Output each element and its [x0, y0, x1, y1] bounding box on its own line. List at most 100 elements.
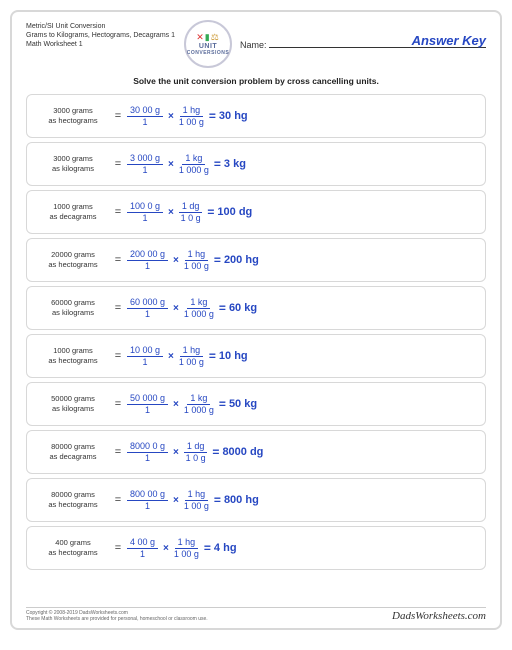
equals-sign: =: [111, 302, 125, 314]
result: =800 hg: [214, 493, 259, 507]
header: Metric/SI Unit Conversion Grams to Kilog…: [26, 22, 486, 68]
calculation: 200 00 g1 × 1 hg1 00 g =200 hg: [125, 250, 477, 271]
calculation: 4 00 g1 × 1 hg1 00 g =4 hg: [125, 538, 477, 559]
fraction-1: 3 000 g1: [127, 154, 163, 175]
result: =3 kg: [214, 157, 246, 171]
calculation: 30 00 g1 × 1 hg1 00 g =30 hg: [125, 106, 477, 127]
calculation: 800 00 g1 × 1 hg1 00 g =800 hg: [125, 490, 477, 511]
calculation: 3 000 g1 × 1 kg1 000 g =3 kg: [125, 154, 477, 175]
multiply-sign: ×: [168, 351, 174, 362]
multiply-sign: ×: [173, 255, 179, 266]
answer-key: Answer Key: [412, 33, 486, 48]
problem-row: 3000 gramsas kilograms=3 000 g1 × 1 kg1 00…: [26, 142, 486, 186]
problem-row: 60000 gramsas kilograms=60 000 g1 × 1 kg1 …: [26, 286, 486, 330]
problem-row: 80000 gramsas decagrams=8000 0 g1 × 1 dg1 …: [26, 430, 486, 474]
multiply-sign: ×: [173, 399, 179, 410]
fraction-1: 4 00 g1: [127, 538, 158, 559]
fraction-1: 30 00 g1: [127, 106, 163, 127]
given-text: 1000 gramsas decagrams: [35, 202, 111, 222]
problem-row: 20000 gramsas hectograms=200 00 g1 × 1 hg1…: [26, 238, 486, 282]
result: =60 kg: [219, 301, 257, 315]
fraction-1: 8000 0 g1: [127, 442, 168, 463]
name-line: Answer Key: [269, 47, 486, 48]
fraction-2: 1 kg1 000 g: [179, 154, 209, 175]
logo-icons: ✕▮⚖: [196, 32, 220, 43]
result: =10 hg: [209, 349, 248, 363]
fraction-2: 1 hg1 00 g: [184, 490, 209, 511]
result: =50 kg: [219, 397, 257, 411]
equals-sign: =: [111, 206, 125, 218]
footer: Copyright © 2008-2019 DadsWorksheets.com…: [26, 607, 486, 622]
result: =100 dg: [207, 205, 252, 219]
fraction-1: 200 00 g1: [127, 250, 168, 271]
fraction-2: 1 dg1 0 g: [179, 202, 203, 223]
problem-row: 1000 gramsas decagrams=100 0 g1 × 1 dg1 0 …: [26, 190, 486, 234]
fraction-1: 800 00 g1: [127, 490, 168, 511]
fraction-1: 10 00 g1: [127, 346, 163, 367]
given-text: 3000 gramsas kilograms: [35, 154, 111, 174]
fraction-2: 1 hg1 00 g: [179, 346, 204, 367]
logo-text-2: CONVERSIONS: [187, 50, 229, 56]
equals-sign: =: [111, 254, 125, 266]
calculation: 100 0 g1 × 1 dg1 0 g =100 dg: [125, 202, 477, 223]
name-block: Name: Answer Key: [240, 40, 486, 50]
equals-sign: =: [111, 350, 125, 362]
title-line-2: Grams to Kilograms, Hectograms, Decagram…: [26, 31, 176, 40]
result: =200 hg: [214, 253, 259, 267]
fraction-1: 60 000 g1: [127, 298, 168, 319]
given-text: 80000 gramsas decagrams: [35, 442, 111, 462]
problem-row: 50000 gramsas kilograms=50 000 g1 × 1 kg1 …: [26, 382, 486, 426]
problem-row: 1000 gramsas hectograms=10 00 g1 × 1 hg1 0…: [26, 334, 486, 378]
fraction-2: 1 kg1 000 g: [184, 298, 214, 319]
result: =4 hg: [204, 541, 237, 555]
title-block: Metric/SI Unit Conversion Grams to Kilog…: [26, 22, 176, 49]
multiply-sign: ×: [168, 111, 174, 122]
result: =8000 dg: [212, 445, 263, 459]
calculation: 10 00 g1 × 1 hg1 00 g =10 hg: [125, 346, 477, 367]
equals-sign: =: [111, 446, 125, 458]
fraction-2: 1 hg1 00 g: [179, 106, 204, 127]
multiply-sign: ×: [168, 159, 174, 170]
brand-text: DadsWorksheets.com: [392, 610, 486, 622]
multiply-sign: ×: [173, 303, 179, 314]
calculation: 60 000 g1 × 1 kg1 000 g =60 kg: [125, 298, 477, 319]
title-line-1: Metric/SI Unit Conversion: [26, 22, 176, 31]
result: =30 hg: [209, 109, 248, 123]
logo-text-1: UNIT: [199, 43, 217, 50]
fraction-1: 100 0 g1: [127, 202, 163, 223]
multiply-sign: ×: [163, 543, 169, 554]
instruction-text: Solve the unit conversion problem by cro…: [26, 76, 486, 86]
problem-rows: 3000 gramsas hectograms=30 00 g1×1 hg1 0…: [26, 94, 486, 570]
problem-row: 3000 gramsas hectograms=30 00 g1 × 1 hg1 0…: [26, 94, 486, 138]
fraction-2: 1 dg1 0 g: [184, 442, 208, 463]
problem-row: 80000 gramsas hectograms=800 00 g1 × 1 hg1…: [26, 478, 486, 522]
equals-sign: =: [111, 110, 125, 122]
given-text: 400 gramsas hectograms: [35, 538, 111, 558]
problem-row: 400 gramsas hectograms=4 00 g1 × 1 hg1 00 …: [26, 526, 486, 570]
calculation: 8000 0 g1 × 1 dg1 0 g =8000 dg: [125, 442, 477, 463]
fraction-2: 1 kg1 000 g: [184, 394, 214, 415]
equals-sign: =: [111, 494, 125, 506]
logo-badge: ✕▮⚖ UNIT CONVERSIONS: [184, 20, 232, 68]
given-text: 20000 gramsas hectograms: [35, 250, 111, 270]
fraction-2: 1 hg1 00 g: [184, 250, 209, 271]
multiply-sign: ×: [173, 447, 179, 458]
multiply-sign: ×: [168, 207, 174, 218]
copyright-line-2: These Math Worksheets are provided for p…: [26, 616, 208, 622]
fraction-1: 50 000 g1: [127, 394, 168, 415]
fraction-2: 1 hg1 00 g: [174, 538, 199, 559]
equals-sign: =: [111, 398, 125, 410]
equals-sign: =: [111, 158, 125, 170]
title-line-3: Math Worksheet 1: [26, 40, 176, 49]
calculation: 50 000 g1 × 1 kg1 000 g =50 kg: [125, 394, 477, 415]
given-text: 3000 gramsas hectograms: [35, 106, 111, 126]
given-text: 60000 gramsas kilograms: [35, 298, 111, 318]
equals-sign: =: [111, 542, 125, 554]
name-label: Name:: [240, 40, 267, 50]
copyright-block: Copyright © 2008-2019 DadsWorksheets.com…: [26, 610, 208, 622]
multiply-sign: ×: [173, 495, 179, 506]
given-text: 80000 gramsas hectograms: [35, 490, 111, 510]
given-text: 50000 gramsas kilograms: [35, 394, 111, 414]
given-text: 1000 gramsas hectograms: [35, 346, 111, 366]
worksheet-page: Metric/SI Unit Conversion Grams to Kilog…: [10, 10, 502, 630]
